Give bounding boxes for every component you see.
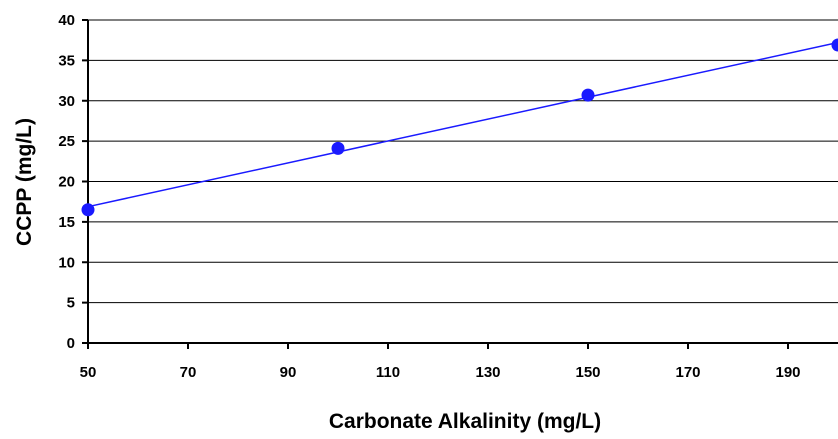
trendline-0 <box>87 41 838 208</box>
y-tick-label-25: 25 <box>58 133 75 150</box>
x-axis-title: Carbonate Alkalinity (mg/L) <box>329 410 601 433</box>
grid-lines <box>88 19 838 304</box>
y-tick-label-15: 15 <box>58 214 75 231</box>
data-point-100 <box>331 141 345 155</box>
data-point-200 <box>831 38 838 52</box>
y-tick-label-10: 10 <box>58 254 75 271</box>
data-point-50 <box>81 203 95 217</box>
x-tick-label-110: 110 <box>376 364 400 381</box>
x-tick-label-70: 70 <box>180 364 197 381</box>
tick-labels: 0 5 10 15 20 25 30 35 40 50 70 90 110 130 150 170 190 <box>58 12 800 381</box>
y-tick-label-0: 0 <box>67 335 75 352</box>
axes <box>82 19 838 349</box>
x-tick-label-150: 150 <box>575 364 600 381</box>
data-series <box>81 38 838 217</box>
y-tick-label-35: 35 <box>58 52 75 69</box>
y-tick-label-20: 20 <box>58 174 75 191</box>
x-tick-label-50: 50 <box>80 364 97 381</box>
y-axis-title: CCPP (mg/L) <box>13 118 36 246</box>
data-point-150 <box>581 88 595 102</box>
y-tick-label-40: 40 <box>58 12 75 29</box>
x-tick-label-170: 170 <box>675 364 700 381</box>
y-tick-label-5: 5 <box>67 295 75 312</box>
x-tick-label-130: 130 <box>475 364 500 381</box>
x-tick-label-90: 90 <box>280 364 297 381</box>
y-tick-label-30: 30 <box>58 93 75 110</box>
x-tick-label-190: 190 <box>775 364 800 381</box>
